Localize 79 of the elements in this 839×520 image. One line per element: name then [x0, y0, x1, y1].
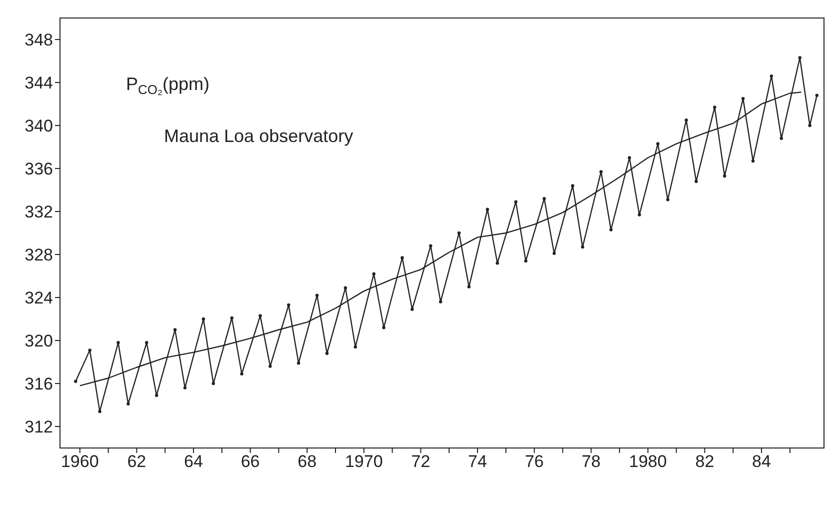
point	[258, 314, 262, 318]
point	[798, 56, 802, 60]
point	[524, 259, 528, 263]
point	[145, 341, 148, 344]
point	[780, 136, 783, 140]
point	[240, 372, 244, 376]
point	[580, 245, 584, 249]
point	[638, 213, 641, 216]
x-tick-label: 1960	[60, 452, 99, 472]
point	[230, 316, 234, 320]
x-tick-label: 66	[240, 452, 260, 472]
point	[154, 394, 158, 397]
x-tick-label: 64	[184, 452, 203, 472]
point	[770, 74, 774, 78]
point	[268, 364, 272, 368]
point	[116, 341, 120, 344]
x-tick-label: 62	[127, 452, 146, 472]
point	[552, 252, 556, 256]
y-tick-label: 320	[24, 332, 53, 351]
point	[808, 124, 812, 128]
point	[212, 382, 215, 386]
point	[325, 352, 329, 355]
point	[287, 303, 290, 307]
point	[372, 272, 376, 276]
y-axis-title: P$_{CO₂}$(ppm)	[126, 74, 210, 97]
y-tick-label: 336	[24, 160, 53, 179]
point	[694, 180, 698, 183]
x-tick-label: 68	[298, 452, 317, 472]
point	[74, 380, 78, 383]
x-tick-label: 76	[524, 452, 544, 472]
point	[628, 156, 632, 160]
point	[296, 361, 300, 365]
point	[457, 231, 461, 235]
point	[609, 228, 613, 232]
annotation: Mauna Loa observatory	[164, 126, 354, 146]
point	[713, 106, 716, 109]
point	[315, 294, 319, 297]
point	[183, 386, 187, 390]
point	[202, 317, 206, 321]
point	[429, 244, 432, 248]
point	[599, 170, 603, 174]
point	[684, 118, 688, 122]
x-tick-label: 74	[468, 452, 487, 472]
point	[410, 308, 414, 311]
y-tick-label: 324	[24, 288, 53, 308]
point	[666, 198, 670, 202]
point	[741, 97, 745, 100]
y-tick-label: 312	[24, 418, 53, 437]
point	[486, 208, 490, 211]
point	[514, 200, 518, 204]
point	[496, 262, 499, 265]
y-tick-label: 316	[24, 374, 53, 394]
point	[467, 285, 471, 288]
point	[88, 348, 92, 352]
point	[354, 345, 357, 349]
point	[751, 159, 755, 163]
y-tick-label: 328	[24, 246, 53, 265]
point	[98, 410, 102, 414]
point	[382, 326, 386, 330]
x-tick-label: 1980	[628, 452, 667, 472]
x-tick-label: 72	[411, 452, 430, 472]
point	[815, 94, 818, 97]
x-tick-label: 82	[695, 452, 714, 472]
point	[656, 142, 660, 146]
point	[344, 286, 348, 290]
y-tick-label: 348	[24, 30, 53, 50]
point	[722, 174, 726, 178]
x-tick-label: 84	[752, 452, 771, 472]
y-tick-label: 332	[24, 202, 53, 222]
point	[126, 402, 130, 406]
point	[438, 300, 442, 304]
x-tick-label: 1970	[344, 452, 383, 472]
y-tick-label: 340	[24, 116, 53, 136]
point	[542, 197, 546, 200]
point	[571, 184, 574, 188]
point	[400, 256, 404, 260]
y-tick-label: 344	[24, 74, 53, 93]
point	[173, 328, 177, 332]
x-tick-label: 78	[582, 452, 601, 472]
